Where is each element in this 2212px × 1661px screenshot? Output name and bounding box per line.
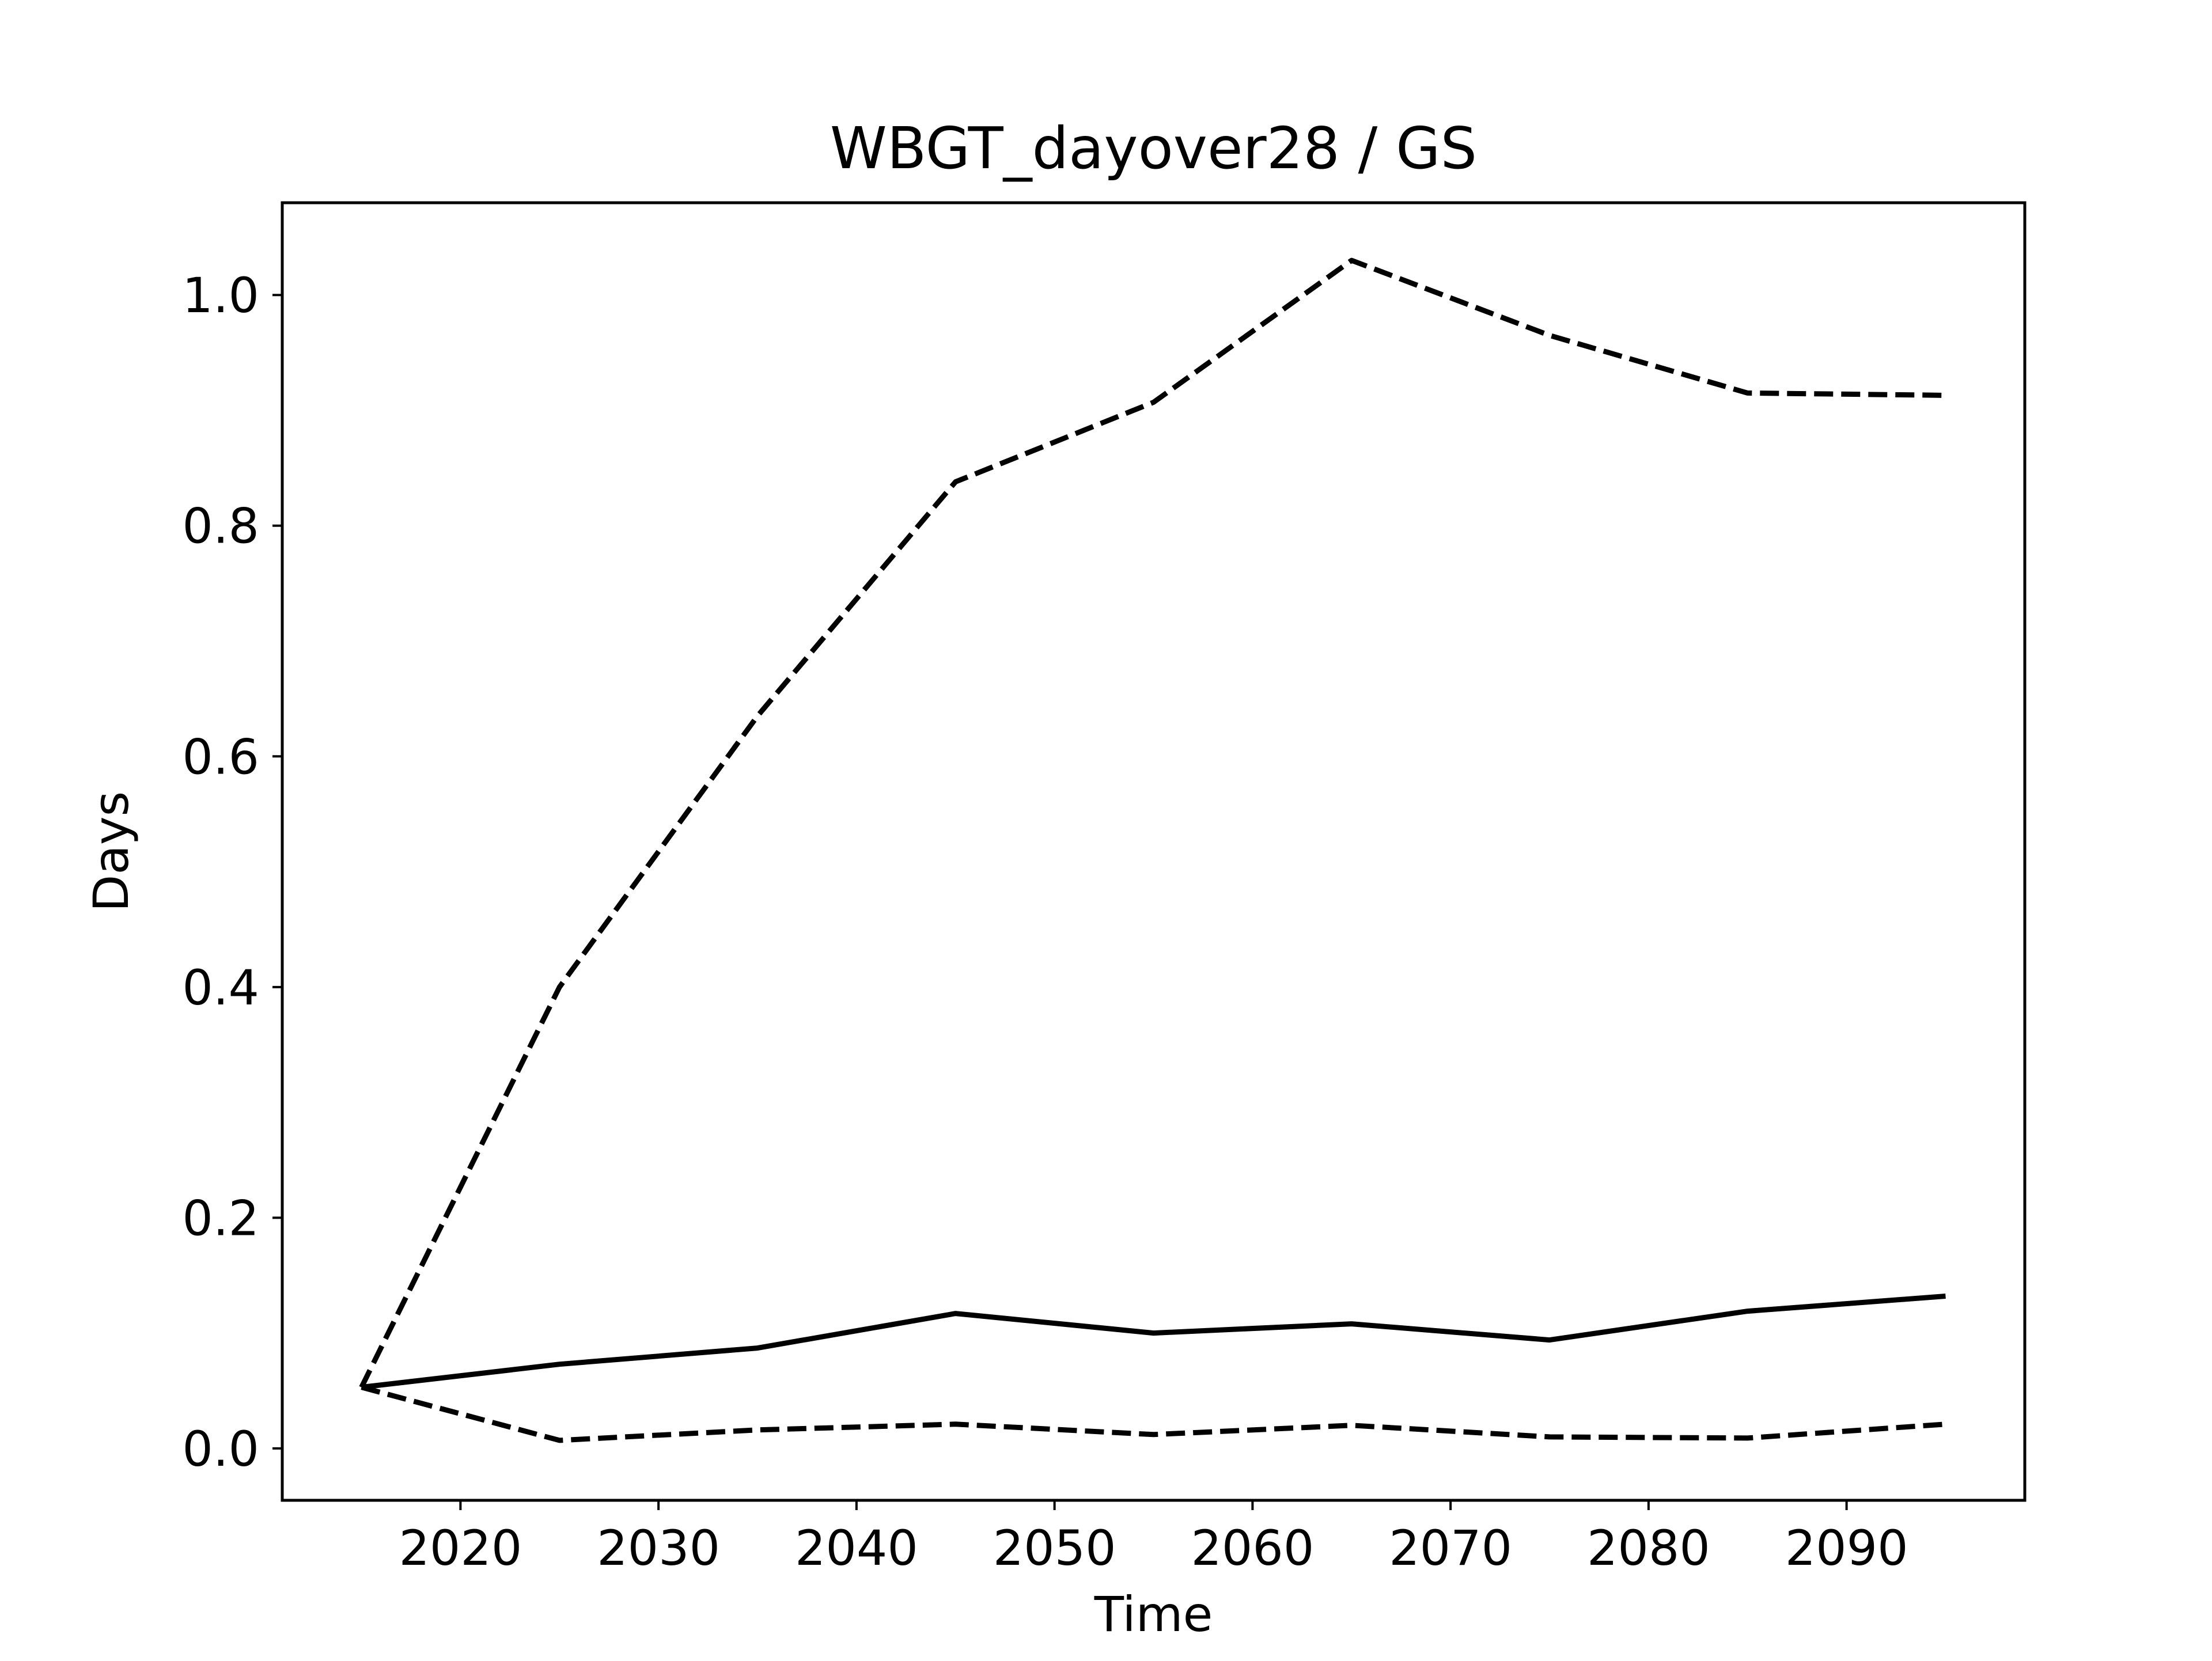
plot-frame (281, 201, 2027, 1502)
x-tick-label: 2030 (597, 1520, 720, 1576)
x-tick-label: 2080 (1587, 1520, 1710, 1576)
x-tick-label: 2070 (1389, 1520, 1512, 1576)
x-axis-label: Time (1094, 1586, 1213, 1643)
y-axis-label: Days (83, 791, 139, 912)
x-tick-label: 2060 (1191, 1520, 1314, 1576)
y-tick-label: 0.6 (182, 729, 259, 785)
y-tick-label: 0.8 (182, 498, 259, 555)
series-line-1 (359, 257, 1946, 1389)
y-tick-label: 0.0 (182, 1421, 259, 1477)
y-axis-ticks: 0.0 0.2 0.4 0.6 0.8 1.0 (182, 267, 282, 1477)
x-tick-label: 2020 (399, 1520, 522, 1576)
x-tick-label: 2040 (795, 1520, 918, 1576)
y-tick-label: 1.0 (182, 267, 259, 324)
x-tick-label: 2090 (1785, 1520, 1908, 1576)
series-line-3 (361, 1385, 1946, 1443)
y-tick-label: 0.4 (182, 960, 259, 1016)
y-tick-label: 0.2 (182, 1190, 259, 1246)
plot-lines (359, 257, 1946, 1443)
x-tick-label: 2050 (993, 1520, 1116, 1576)
x-axis-ticks: 2020 2030 2040 2050 2060 2070 2080 2090 (399, 1500, 1908, 1576)
chart-title: WBGT_dayover28 / GS (830, 115, 1477, 182)
series-line-2 (361, 1294, 1946, 1390)
